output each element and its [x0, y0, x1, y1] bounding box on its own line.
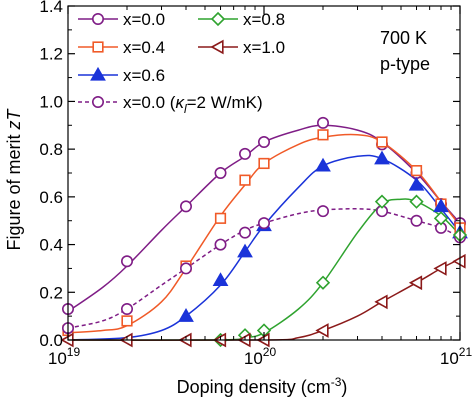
data-point-s1-6 — [257, 135, 270, 148]
legend-label-1: x=0.0 — [123, 10, 165, 29]
data-point-s4-4 — [214, 238, 227, 251]
data-point-s2-7 — [317, 129, 329, 141]
legend-label-5: x=0.8 — [243, 10, 285, 29]
data-point-s5-4 — [315, 275, 331, 290]
data-point-s4-7 — [317, 205, 330, 218]
y-tick-label-2: 0.4 — [39, 236, 63, 255]
data-point-s2-4 — [214, 212, 227, 224]
data-point-s3-7 — [408, 176, 425, 191]
y-tick-label-5: 1.0 — [39, 92, 63, 111]
data-point-s4-2 — [121, 302, 134, 315]
data-point-s5-7 — [433, 211, 449, 226]
legend-marker-5 — [210, 11, 226, 27]
data-point-s2-9 — [410, 165, 423, 177]
y-tick-label-6: 1.2 — [39, 45, 63, 64]
data-point-s2-5 — [239, 174, 251, 186]
data-point-s1-7 — [317, 116, 330, 129]
y-tick-label-3: 0.6 — [39, 188, 63, 207]
y-tick-label-4: 0.8 — [39, 140, 63, 159]
data-point-s1-3 — [180, 200, 193, 213]
data-point-s2-6 — [258, 157, 270, 170]
data-point-s3-3 — [237, 243, 253, 258]
data-point-s4-9 — [410, 214, 423, 227]
data-point-s6-7 — [315, 323, 329, 338]
x-tick-label-2: 1021 — [440, 345, 473, 368]
y-tick-label-7: 1.4 — [39, 0, 63, 16]
annotation-temperature: 700 K — [380, 28, 427, 48]
tick-labels: 0.0 0.2 0.4 0.6 0.8 1.0 1.2 1.4 1019 1020 1021 — [39, 0, 472, 368]
y-tick-label-0: 0.0 — [39, 331, 63, 350]
data-point-s5-5 — [374, 194, 390, 209]
legend: x=0.0 x=0.4 x=0.6 x=0.0 (κl=2 W/mK) x=0.8 x=1… — [78, 10, 285, 116]
legend-marker-3 — [90, 66, 106, 81]
data-point-s3-6 — [374, 150, 390, 165]
annotation-carrier-type: p-type — [380, 54, 430, 74]
data-point-s5-6 — [409, 194, 424, 209]
x-tick-label-1: 1020 — [244, 345, 277, 368]
legend-label-3: x=0.6 — [123, 66, 165, 85]
data-point-s2-2 — [121, 315, 133, 327]
data-point-s4-6 — [257, 217, 270, 230]
data-point-s4-3 — [180, 262, 193, 275]
legend-marker-6 — [210, 39, 224, 55]
legend-marker-1 — [92, 13, 105, 25]
series-markers — [60, 116, 468, 348]
y-tick-label-1: 0.2 — [39, 283, 63, 302]
data-point-s6-8 — [374, 294, 388, 310]
x-axis-title: Doping density (cm-3) — [177, 375, 348, 397]
data-point-s3-1 — [178, 308, 194, 322]
data-point-s6-10 — [433, 261, 447, 276]
data-point-s1-5 — [239, 147, 252, 160]
axes — [67, 5, 461, 341]
data-point-s6-9 — [408, 275, 423, 291]
data-point-s1-2 — [121, 255, 134, 268]
data-point-s3-2 — [212, 272, 229, 287]
data-point-s3-5 — [315, 157, 331, 172]
y-axis-title: Figure of merit zT — [4, 107, 24, 250]
legend-label-4: x=0.0 (κl=2 W/mK) — [123, 93, 263, 116]
legend-marker-2 — [92, 41, 104, 53]
data-point-s4-5 — [239, 226, 252, 239]
data-point-s1-4 — [214, 167, 227, 180]
legend-marker-4 — [92, 96, 105, 109]
x-tick-label-0: 1019 — [48, 345, 81, 368]
legend-label-6: x=1.0 — [243, 38, 285, 57]
x-axis-title-superscript: -3 — [331, 375, 342, 389]
data-point-s2-8 — [376, 136, 388, 148]
legend-label-2: x=0.4 — [123, 38, 165, 57]
